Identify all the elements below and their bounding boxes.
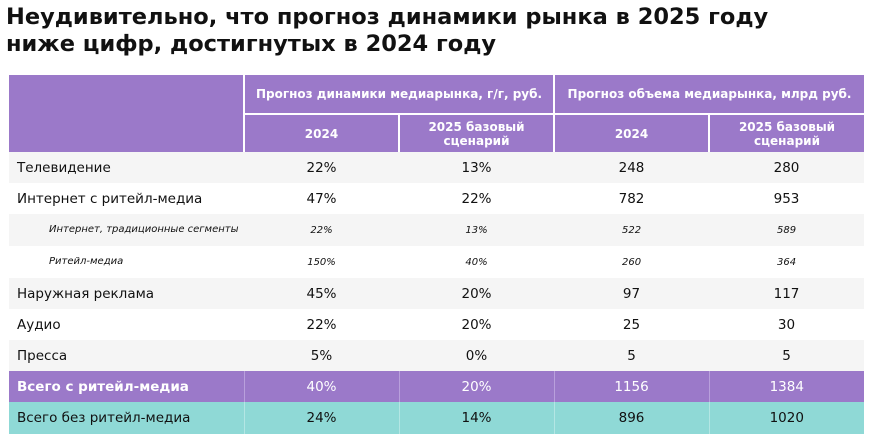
total-cell: 20% — [398, 371, 555, 402]
table-cell: 20% — [399, 309, 555, 340]
table-cell: 5% — [244, 340, 399, 371]
total-label: Всего без ритейл-медиа — [9, 402, 244, 434]
table-cell: 522 — [554, 214, 710, 246]
row-label: Интернет с ритейл-медиа — [9, 183, 244, 214]
table-cell: 260 — [554, 246, 710, 278]
total-cell: 14% — [398, 402, 555, 434]
table-cell: 47% — [244, 183, 399, 214]
total-cell: 1156 — [553, 371, 710, 402]
table-cell: 150% — [244, 246, 399, 278]
media-market-forecast-table: Прогноз динамики медиарынка, г/г, руб. П… — [9, 75, 865, 434]
header-row-years: 2024 2025 базовый сценарий 2024 2025 баз… — [9, 114, 865, 152]
col-header-volume-2025: 2025 базовый сценарий — [708, 114, 865, 152]
header-row-groups: Прогноз динамики медиарынка, г/г, руб. П… — [9, 75, 865, 115]
table-cell: 22% — [244, 152, 399, 183]
total-cell: 40% — [243, 371, 399, 402]
table-cell: 280 — [709, 152, 865, 183]
col-header-dynamics-2024: 2024 — [243, 114, 399, 152]
page-title: Неудивительно, что прогноз динамики рынк… — [6, 4, 856, 58]
table-cell: 40% — [399, 246, 555, 278]
table-cell: 25 — [554, 309, 710, 340]
table-cell: 13% — [399, 214, 555, 246]
total-cell: 24% — [243, 402, 399, 434]
table-cell: 13% — [399, 152, 555, 183]
title-line-2: ниже цифр, достигнутых в 2024 году — [6, 31, 497, 57]
table-cell: 248 — [554, 152, 710, 183]
row-label: Наружная реклама — [9, 278, 244, 309]
table-cell: 45% — [244, 278, 399, 309]
col-header-dynamics-2025: 2025 базовый сценарий — [397, 114, 555, 152]
header-corner — [9, 75, 244, 114]
table-cell: 364 — [709, 246, 865, 278]
table-row: Аудио 22% 20% 25 30 — [9, 309, 865, 340]
table-cell: 97 — [554, 278, 710, 309]
total-row-with-retail: Всего с ритейл-медиа 40% 20% 1156 1384 — [9, 371, 865, 402]
row-label: Телевидение — [9, 152, 244, 183]
table-row-sub: Интернет, традиционные сегменты 22% 13% … — [9, 214, 865, 246]
table-row-sub: Ритейл-медиа 150% 40% 260 364 — [9, 246, 865, 278]
col-header-volume-2024: 2024 — [553, 114, 710, 152]
group-header-dynamics: Прогноз динамики медиарынка, г/г, руб. — [242, 75, 555, 115]
total-cell: 896 — [553, 402, 710, 434]
title-line-1: Неудивительно, что прогноз динамики рынк… — [6, 4, 769, 30]
table-cell: 22% — [244, 214, 399, 246]
table-cell: 0% — [399, 340, 555, 371]
group-header-volume: Прогноз объема медиарынка, млрд руб. — [553, 75, 865, 115]
table-cell: 953 — [709, 183, 865, 214]
table-cell: 782 — [554, 183, 710, 214]
total-cell: 1384 — [708, 371, 865, 402]
table-cell: 589 — [709, 214, 865, 246]
total-row-without-retail: Всего без ритейл-медиа 24% 14% 896 1020 — [9, 402, 865, 434]
row-label: Интернет, традиционные сегменты — [9, 214, 244, 246]
row-label: Пресса — [9, 340, 244, 371]
table-cell: 117 — [709, 278, 865, 309]
table-row: Телевидение 22% 13% 248 280 — [9, 152, 865, 183]
header-corner-2 — [9, 114, 244, 152]
table-row: Интернет с ритейл-медиа 47% 22% 782 953 — [9, 183, 865, 214]
table-cell: 22% — [244, 309, 399, 340]
table-cell: 22% — [399, 183, 555, 214]
row-label: Аудио — [9, 309, 244, 340]
total-cell: 1020 — [708, 402, 865, 434]
table-cell: 5 — [554, 340, 710, 371]
table-row: Наружная реклама 45% 20% 97 117 — [9, 278, 865, 309]
table-cell: 30 — [709, 309, 865, 340]
table-row: Пресса 5% 0% 5 5 — [9, 340, 865, 371]
table-cell: 20% — [399, 278, 555, 309]
row-label: Ритейл-медиа — [9, 246, 244, 278]
table-cell: 5 — [709, 340, 865, 371]
total-label: Всего с ритейл-медиа — [9, 371, 244, 402]
